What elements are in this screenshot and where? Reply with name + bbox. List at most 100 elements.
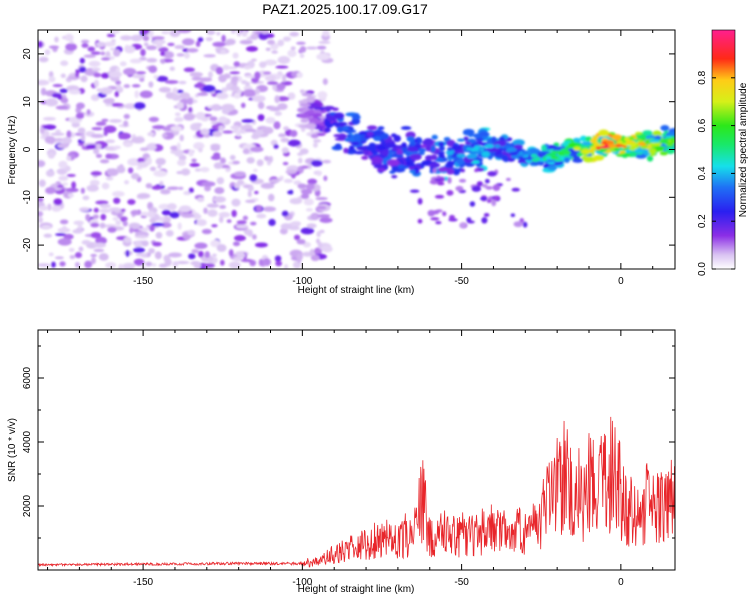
heatmap-cell [102,98,115,104]
heatmap-cell [169,211,180,219]
y-tick-label: 6000 [22,366,33,389]
heatmap-cell [617,140,622,144]
heatmap-cell [331,107,339,111]
heatmap-cell [287,49,297,58]
heatmap-cell [100,57,111,61]
heatmap-cell [596,138,603,143]
heatmap-cell [136,193,151,199]
heatmap-cell [207,209,218,217]
heatmap-cell [635,134,647,139]
heatmap-cell [232,241,241,247]
heatmap-cell [430,154,438,161]
heatmap-cell [156,75,169,82]
heatmap-cell [182,233,191,240]
heatmap-cell [48,76,56,83]
heatmap-cell [155,157,166,166]
heatmap-cell [234,182,241,189]
heatmap-cell [131,84,141,88]
heatmap-cell [95,121,107,126]
heatmap-cell [446,149,454,156]
heatmap-cell [300,118,310,123]
heatmap-cell [418,148,426,153]
heatmap-cell [105,262,117,269]
heatmap-cell [513,144,524,149]
heatmap-cell [538,150,550,155]
heatmap-cell [148,65,158,74]
heatmap-cell [247,186,255,192]
heatmap-cell [474,169,479,173]
heatmap-cell [614,143,624,148]
heatmap-cell [113,197,121,204]
heatmap-cell [400,126,412,130]
heatmap-cell [504,144,512,149]
heatmap-cell [274,111,282,116]
x-tick-label: -100 [292,577,312,588]
heatmap-cell [44,49,51,56]
heatmap-cell [316,171,322,176]
heatmap-cell [607,144,617,148]
heatmap-cell [397,164,405,169]
heatmap-cell [317,91,328,99]
heatmap-cell [151,263,157,267]
heatmap-cell [512,139,525,146]
heatmap-cell [103,125,117,133]
heatmap-cell [625,149,631,154]
heatmap-cell [460,168,465,173]
heatmap-cell [278,133,287,138]
heatmap-cell [109,30,120,35]
heatmap-cell [343,147,349,154]
heatmap-cell [254,190,259,195]
heatmap-cell [311,113,323,118]
heatmap-cell [256,159,264,167]
heatmap-cell [154,251,162,260]
heatmap-cell [230,30,236,34]
heatmap-cell [230,125,241,130]
heatmap-cell [246,157,255,164]
heatmap-cell [38,41,43,48]
heatmap-cell [281,210,289,217]
x-tick-label: 0 [618,276,624,287]
heatmap-cell [100,213,107,221]
heatmap-cell [210,145,221,152]
heatmap-cell [264,155,270,161]
heatmap-cell [300,227,315,235]
heatmap-cell [204,251,210,259]
heatmap-cell [274,95,280,104]
heatmap-cell [333,112,345,120]
heatmap-cell [581,141,592,146]
heatmap-cell [234,171,246,177]
heatmap-cell [153,170,168,177]
heatmap-cell [350,141,360,146]
heatmap-cell [54,36,59,43]
heatmap-cell [53,198,63,206]
heatmap-cell [551,150,560,154]
heatmap-cell [160,51,166,57]
heatmap-cell [250,146,264,153]
heatmap-cell [105,139,116,144]
heatmap-cell [137,227,152,231]
heatmap-cell [52,84,63,88]
heatmap-cell [38,216,44,223]
colorbar-label: Normalized spectral amplitude [738,82,749,217]
heatmap-cell [297,152,304,156]
heatmap-cell [163,51,175,59]
heatmap-cell [80,187,85,194]
heatmap-cell [254,242,268,248]
heatmap-cell [316,53,331,61]
heatmap-cell [304,123,317,130]
heatmap-cell [95,153,103,158]
heatmap-cell [103,41,116,47]
heatmap-cell [183,113,195,121]
snr-series-line [38,416,675,568]
y-tick-label: 0 [22,146,33,152]
heatmap-cell [598,129,610,137]
heatmap-cell [88,60,101,67]
heatmap-cell [54,233,67,237]
heatmap-cell [198,147,203,153]
heatmap-cell [221,107,230,115]
heatmap-cell [318,40,331,44]
heatmap-cell [151,185,163,190]
heatmap-cell [142,35,150,42]
